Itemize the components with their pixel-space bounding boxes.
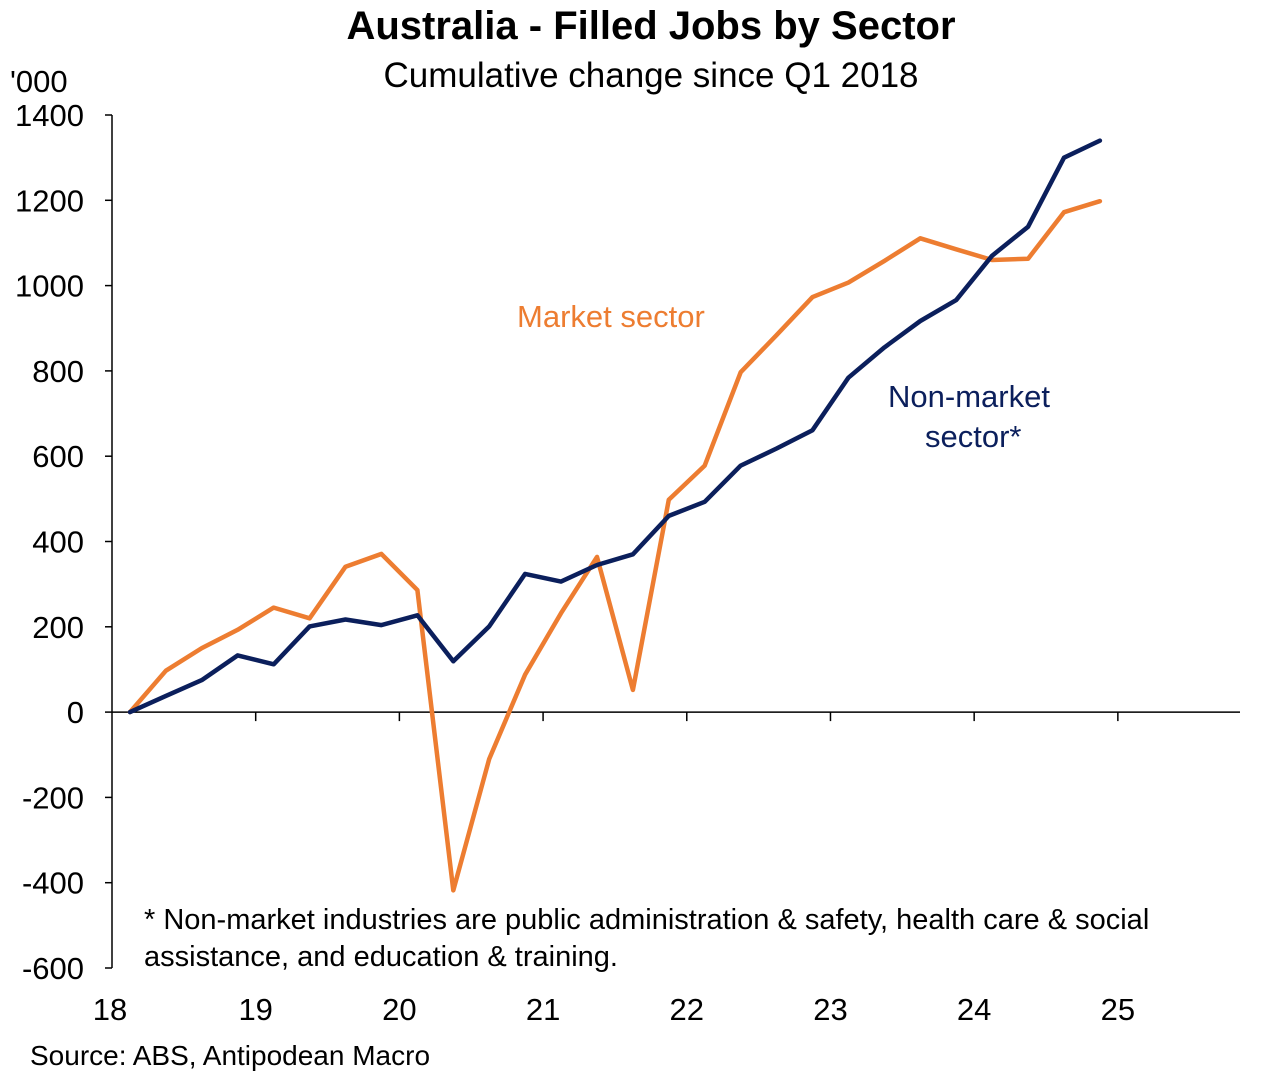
y-tick-label: 1400 bbox=[15, 98, 84, 133]
y-tick-label: 200 bbox=[32, 610, 84, 645]
x-tick-label: 18 bbox=[93, 992, 127, 1027]
x-tick-label: 25 bbox=[1101, 992, 1135, 1027]
footnote-line2: assistance, and education & training. bbox=[144, 941, 618, 973]
x-tick-label: 22 bbox=[670, 992, 704, 1027]
source-note: Source: ABS, Antipodean Macro bbox=[30, 1040, 431, 1071]
non-market-sector-line bbox=[127, 138, 1103, 715]
y-tick-label: 1200 bbox=[15, 183, 84, 218]
non-market-sector-label-line1: Non-market bbox=[888, 379, 1050, 414]
y-tick-label: -200 bbox=[22, 780, 84, 815]
market-sector-line bbox=[127, 198, 1103, 893]
x-tick-label: 20 bbox=[382, 992, 416, 1027]
x-tick-label: 23 bbox=[813, 992, 847, 1027]
y-unit-label: '000 bbox=[10, 64, 68, 99]
x-tick-label: 24 bbox=[957, 992, 991, 1027]
y-tick-label: 800 bbox=[32, 354, 84, 389]
y-tick-label: 400 bbox=[32, 525, 84, 560]
y-tick-label: -400 bbox=[22, 866, 84, 901]
chart-axes bbox=[111, 115, 1240, 968]
line-chart: '000 -600 -400 -200 0 200 400 600 800 1000 1200 14… bbox=[10, 64, 1240, 1027]
x-tick-label: 21 bbox=[526, 992, 560, 1027]
y-axis-ticks: -600 -400 -200 0 200 400 600 800 1000 1200 1400 bbox=[15, 98, 112, 986]
y-tick-label: 1000 bbox=[15, 269, 84, 304]
chart-title: Australia - Filled Jobs by Sector bbox=[346, 4, 956, 48]
chart-subtitle: Cumulative change since Q1 2018 bbox=[383, 56, 919, 95]
x-axis-ticks: 18 19 20 21 22 23 24 25 bbox=[93, 712, 1135, 1027]
non-market-sector-label-line2: sector* bbox=[925, 419, 1021, 454]
y-tick-label: -600 bbox=[22, 951, 84, 986]
y-tick-label: 0 bbox=[67, 695, 84, 730]
y-tick-label: 600 bbox=[32, 439, 84, 474]
chart-series bbox=[127, 138, 1103, 893]
footnote-line1: * Non-market industries are public admin… bbox=[144, 904, 1149, 936]
market-sector-label: Market sector bbox=[517, 299, 705, 334]
x-tick-label: 19 bbox=[238, 992, 272, 1027]
